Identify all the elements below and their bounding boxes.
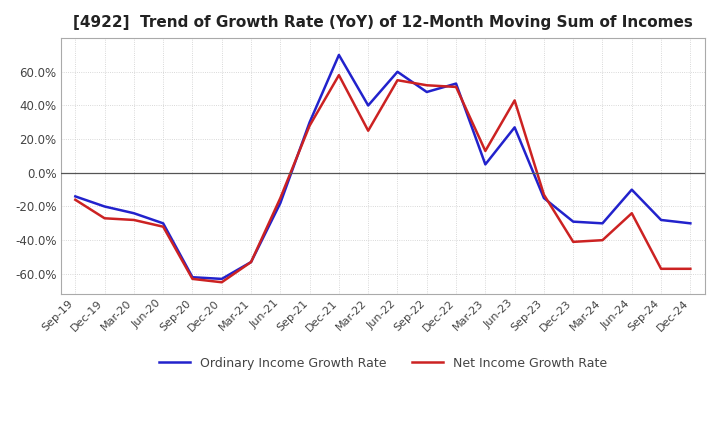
Net Income Growth Rate (627, 211, 636, 216)
Ordinary Income Growth Rate (276, 201, 284, 206)
Ordinary Income Growth Rate (100, 204, 109, 209)
Line: Net Income Growth Rate: Net Income Growth Rate (76, 75, 690, 282)
Ordinary Income Growth Rate (159, 221, 168, 226)
Net Income Growth Rate (539, 192, 548, 198)
Net Income Growth Rate (598, 238, 607, 243)
Ordinary Income Growth Rate (247, 260, 256, 265)
Net Income Growth Rate (159, 224, 168, 229)
Net Income Growth Rate (657, 266, 665, 271)
Net Income Growth Rate (423, 83, 431, 88)
Line: Ordinary Income Growth Rate: Ordinary Income Growth Rate (76, 55, 690, 279)
Net Income Growth Rate (393, 77, 402, 83)
Ordinary Income Growth Rate (598, 221, 607, 226)
Ordinary Income Growth Rate (627, 187, 636, 192)
Net Income Growth Rate (569, 239, 577, 245)
Net Income Growth Rate (130, 217, 138, 223)
Ordinary Income Growth Rate (451, 81, 460, 86)
Ordinary Income Growth Rate (510, 125, 519, 130)
Ordinary Income Growth Rate (71, 194, 80, 199)
Ordinary Income Growth Rate (335, 52, 343, 58)
Net Income Growth Rate (481, 148, 490, 154)
Net Income Growth Rate (686, 266, 695, 271)
Net Income Growth Rate (71, 197, 80, 202)
Net Income Growth Rate (510, 98, 519, 103)
Net Income Growth Rate (247, 260, 256, 265)
Ordinary Income Growth Rate (393, 69, 402, 74)
Net Income Growth Rate (305, 123, 314, 128)
Net Income Growth Rate (100, 216, 109, 221)
Ordinary Income Growth Rate (217, 276, 226, 282)
Net Income Growth Rate (364, 128, 372, 133)
Ordinary Income Growth Rate (305, 120, 314, 125)
Ordinary Income Growth Rate (188, 275, 197, 280)
Ordinary Income Growth Rate (364, 103, 372, 108)
Ordinary Income Growth Rate (481, 162, 490, 167)
Ordinary Income Growth Rate (569, 219, 577, 224)
Ordinary Income Growth Rate (423, 89, 431, 95)
Ordinary Income Growth Rate (539, 195, 548, 201)
Net Income Growth Rate (451, 84, 460, 90)
Net Income Growth Rate (217, 280, 226, 285)
Legend: Ordinary Income Growth Rate, Net Income Growth Rate: Ordinary Income Growth Rate, Net Income … (154, 352, 612, 375)
Ordinary Income Growth Rate (657, 217, 665, 223)
Title: [4922]  Trend of Growth Rate (YoY) of 12-Month Moving Sum of Incomes: [4922] Trend of Growth Rate (YoY) of 12-… (73, 15, 693, 30)
Net Income Growth Rate (188, 276, 197, 282)
Ordinary Income Growth Rate (130, 211, 138, 216)
Net Income Growth Rate (335, 73, 343, 78)
Ordinary Income Growth Rate (686, 221, 695, 226)
Net Income Growth Rate (276, 195, 284, 201)
